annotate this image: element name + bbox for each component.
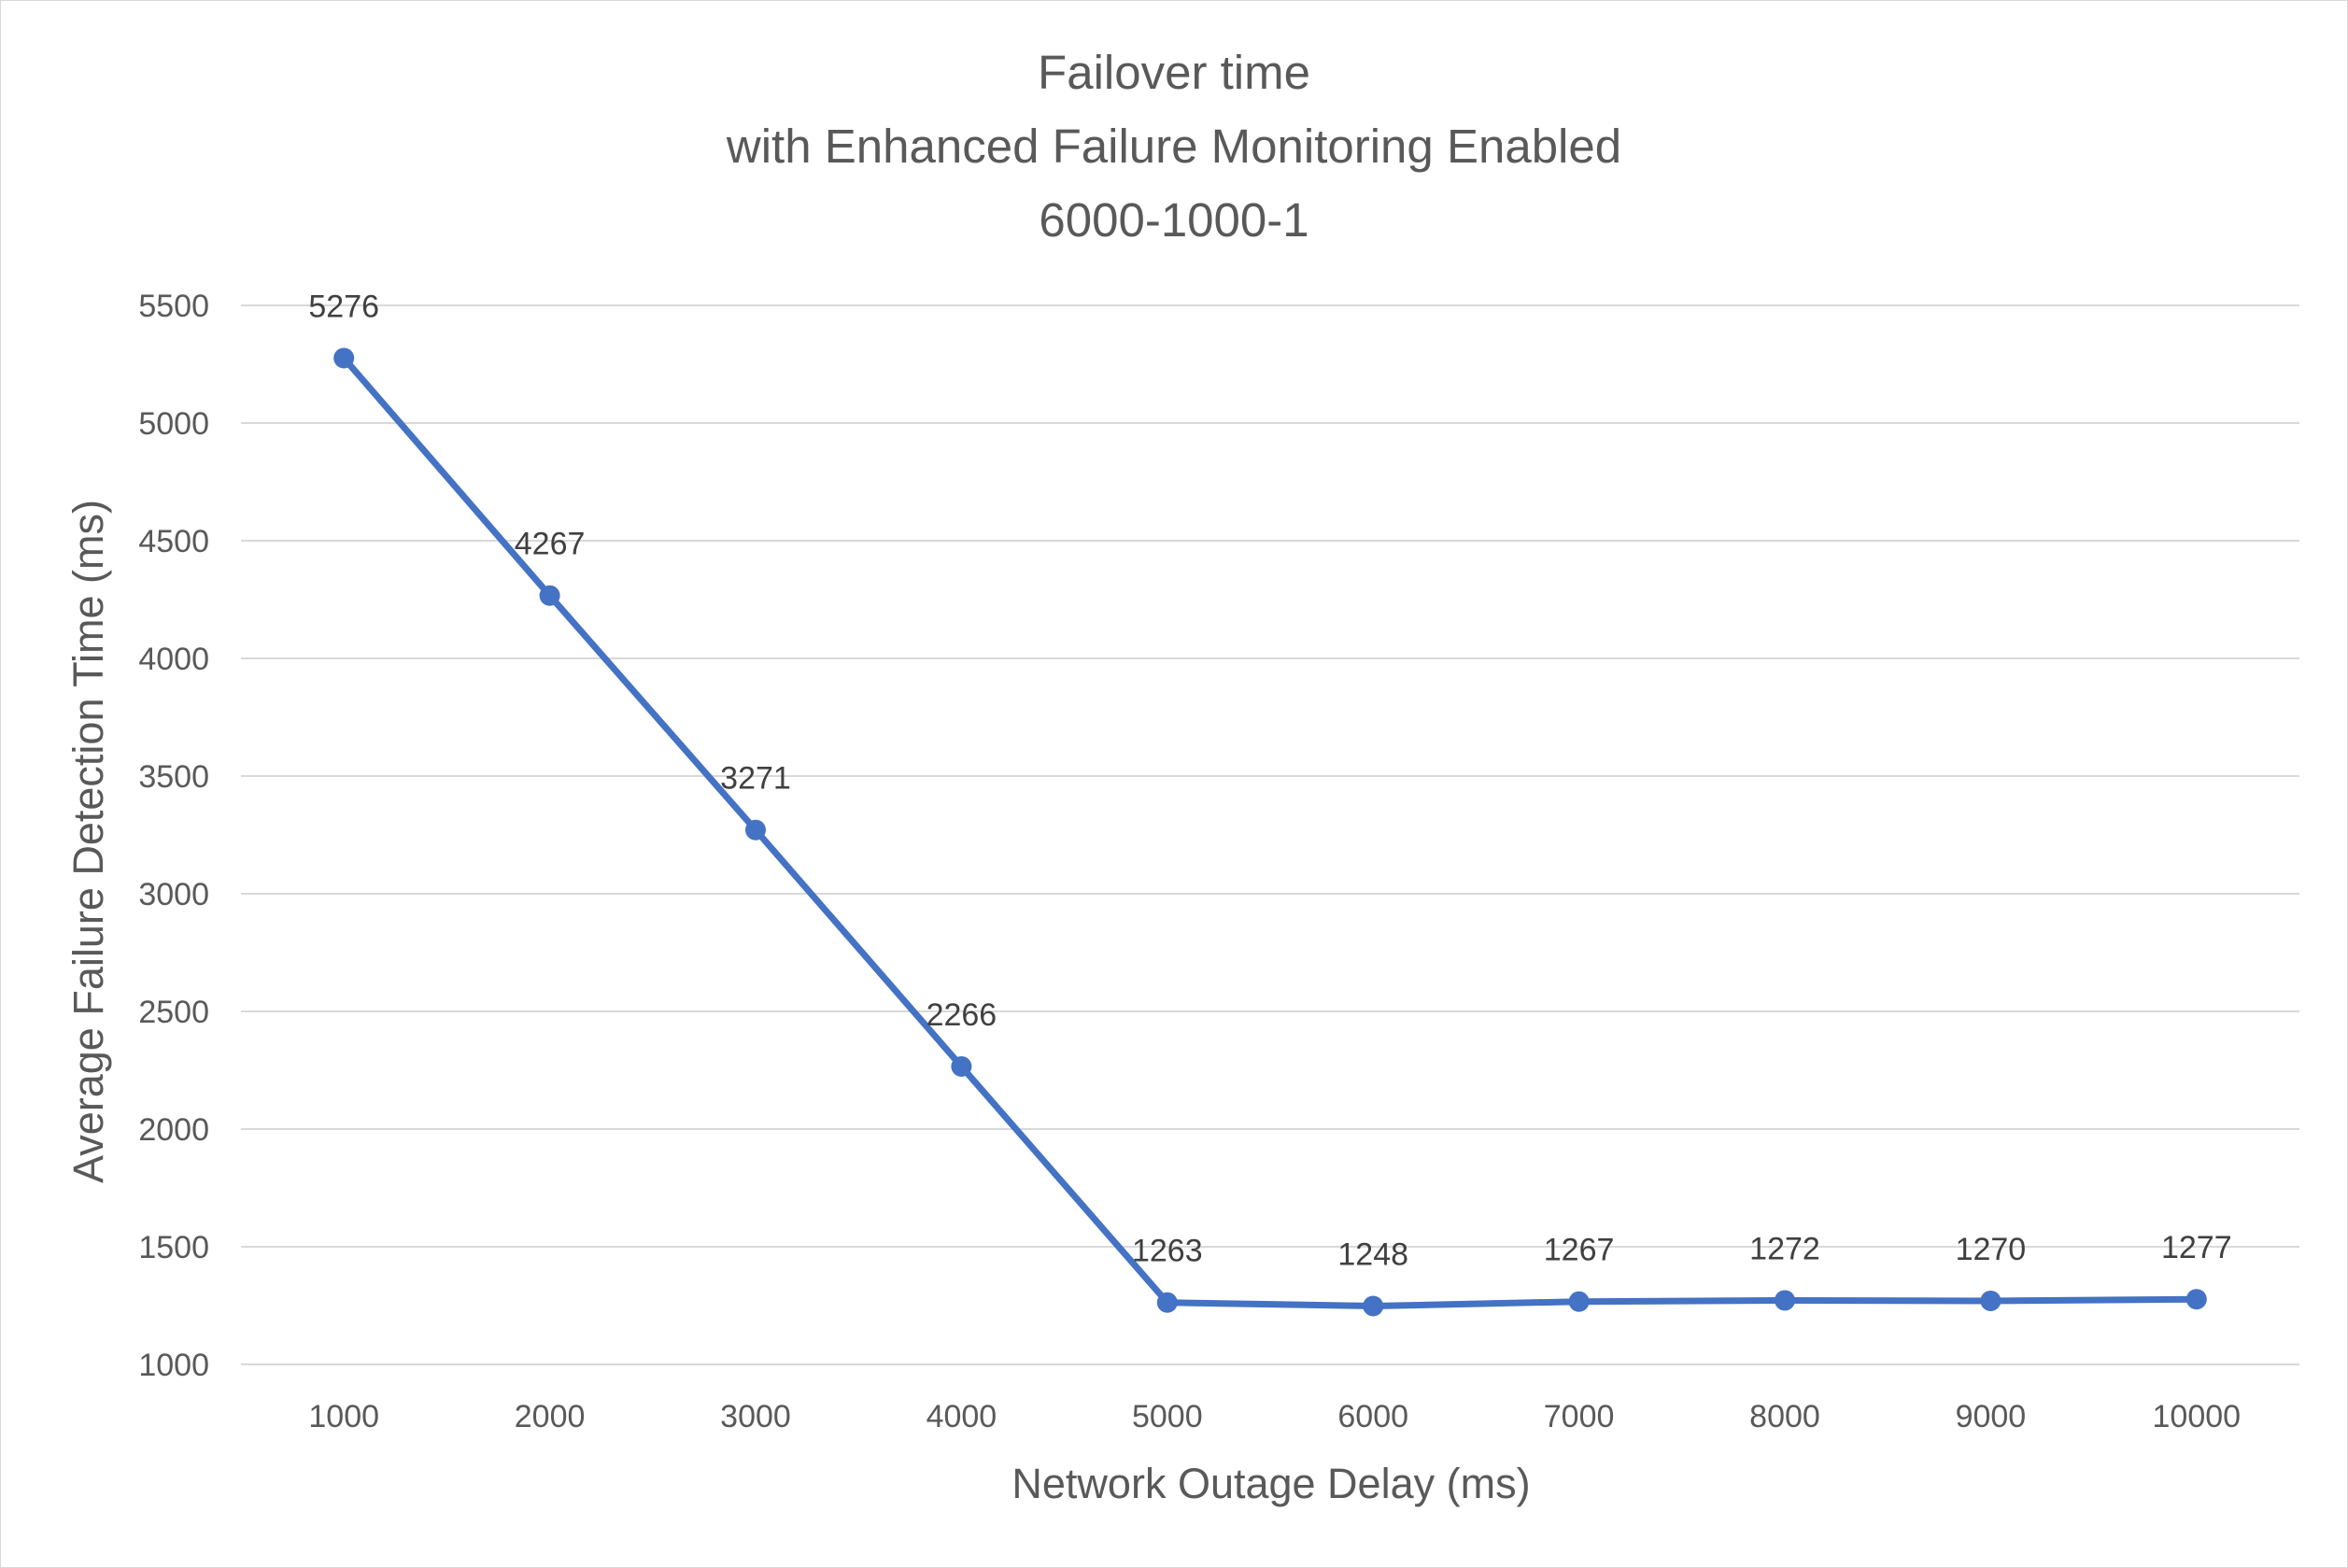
chart-title-line-2: with Enhanced Failure Monitoring Enabled	[726, 120, 1621, 173]
data-label: 2266	[926, 997, 997, 1033]
data-point	[1980, 1290, 2001, 1311]
data-label: 1277	[2161, 1230, 2232, 1265]
y-tick-label: 5500	[138, 289, 209, 324]
y-tick-label: 3000	[138, 877, 209, 912]
data-label: 1272	[1749, 1231, 1820, 1266]
data-point	[951, 1055, 972, 1077]
data-label: 1270	[1956, 1232, 2027, 1267]
x-tick-label: 2000	[515, 1399, 586, 1434]
series-layer	[333, 347, 2207, 1317]
chart-title: Failover time with Enhanced Failure Moni…	[726, 46, 1621, 247]
y-axis-title: Average Failure Detection Time (ms)	[64, 500, 112, 1183]
y-tick-label: 5000	[138, 406, 209, 442]
y-tick-label: 2500	[138, 995, 209, 1030]
chart-title-line-1: Failover time	[1038, 46, 1310, 99]
y-axis-tick-labels: 1000 1500 2000 2500 3000 3500 4000 4500 5000 5500	[138, 289, 209, 1383]
y-tick-label: 1000	[138, 1348, 209, 1383]
y-tick-label: 1500	[138, 1230, 209, 1265]
gridlines	[241, 304, 2299, 1365]
data-point	[333, 347, 355, 369]
data-label: 1248	[1337, 1237, 1408, 1273]
x-tick-label: 3000	[720, 1399, 791, 1434]
series-line	[340, 354, 2200, 1310]
x-tick-label: 7000	[1544, 1399, 1615, 1434]
data-point	[745, 819, 766, 841]
data-label: 1267	[1544, 1233, 1615, 1268]
data-point	[1568, 1291, 1590, 1312]
y-tick-label: 3500	[138, 759, 209, 795]
chart-title-line-3: 6000-1000-1	[1039, 193, 1308, 247]
y-tick-label: 4000	[138, 642, 209, 677]
data-labels: 5276 4267 3271 2266 1263 1248 1267 1272 1270 1277	[308, 289, 2231, 1272]
y-tick-label: 4500	[138, 524, 209, 559]
x-tick-label: 1000	[308, 1399, 379, 1434]
data-point	[539, 585, 560, 606]
x-tick-label: 9000	[1956, 1399, 2027, 1434]
x-tick-label: 6000	[1337, 1399, 1408, 1434]
data-label: 5276	[308, 289, 379, 324]
data-point	[1775, 1290, 1795, 1311]
data-point	[1363, 1295, 1384, 1317]
x-tick-label: 5000	[1132, 1399, 1203, 1434]
data-point	[1156, 1292, 1178, 1313]
data-label: 1263	[1132, 1234, 1203, 1269]
data-label: 3271	[720, 761, 791, 797]
x-tick-label: 8000	[1749, 1399, 1820, 1434]
data-label: 4267	[515, 527, 586, 562]
x-axis-title: Network Outage Delay (ms)	[1011, 1460, 1530, 1507]
x-tick-label: 10000	[2153, 1399, 2242, 1434]
data-point	[2185, 1289, 2207, 1310]
x-axis-tick-labels: 1000 2000 3000 4000 5000 6000 7000 8000 9000 1000…	[308, 1399, 2241, 1434]
y-tick-label: 2000	[138, 1112, 209, 1148]
x-tick-label: 4000	[926, 1399, 997, 1434]
